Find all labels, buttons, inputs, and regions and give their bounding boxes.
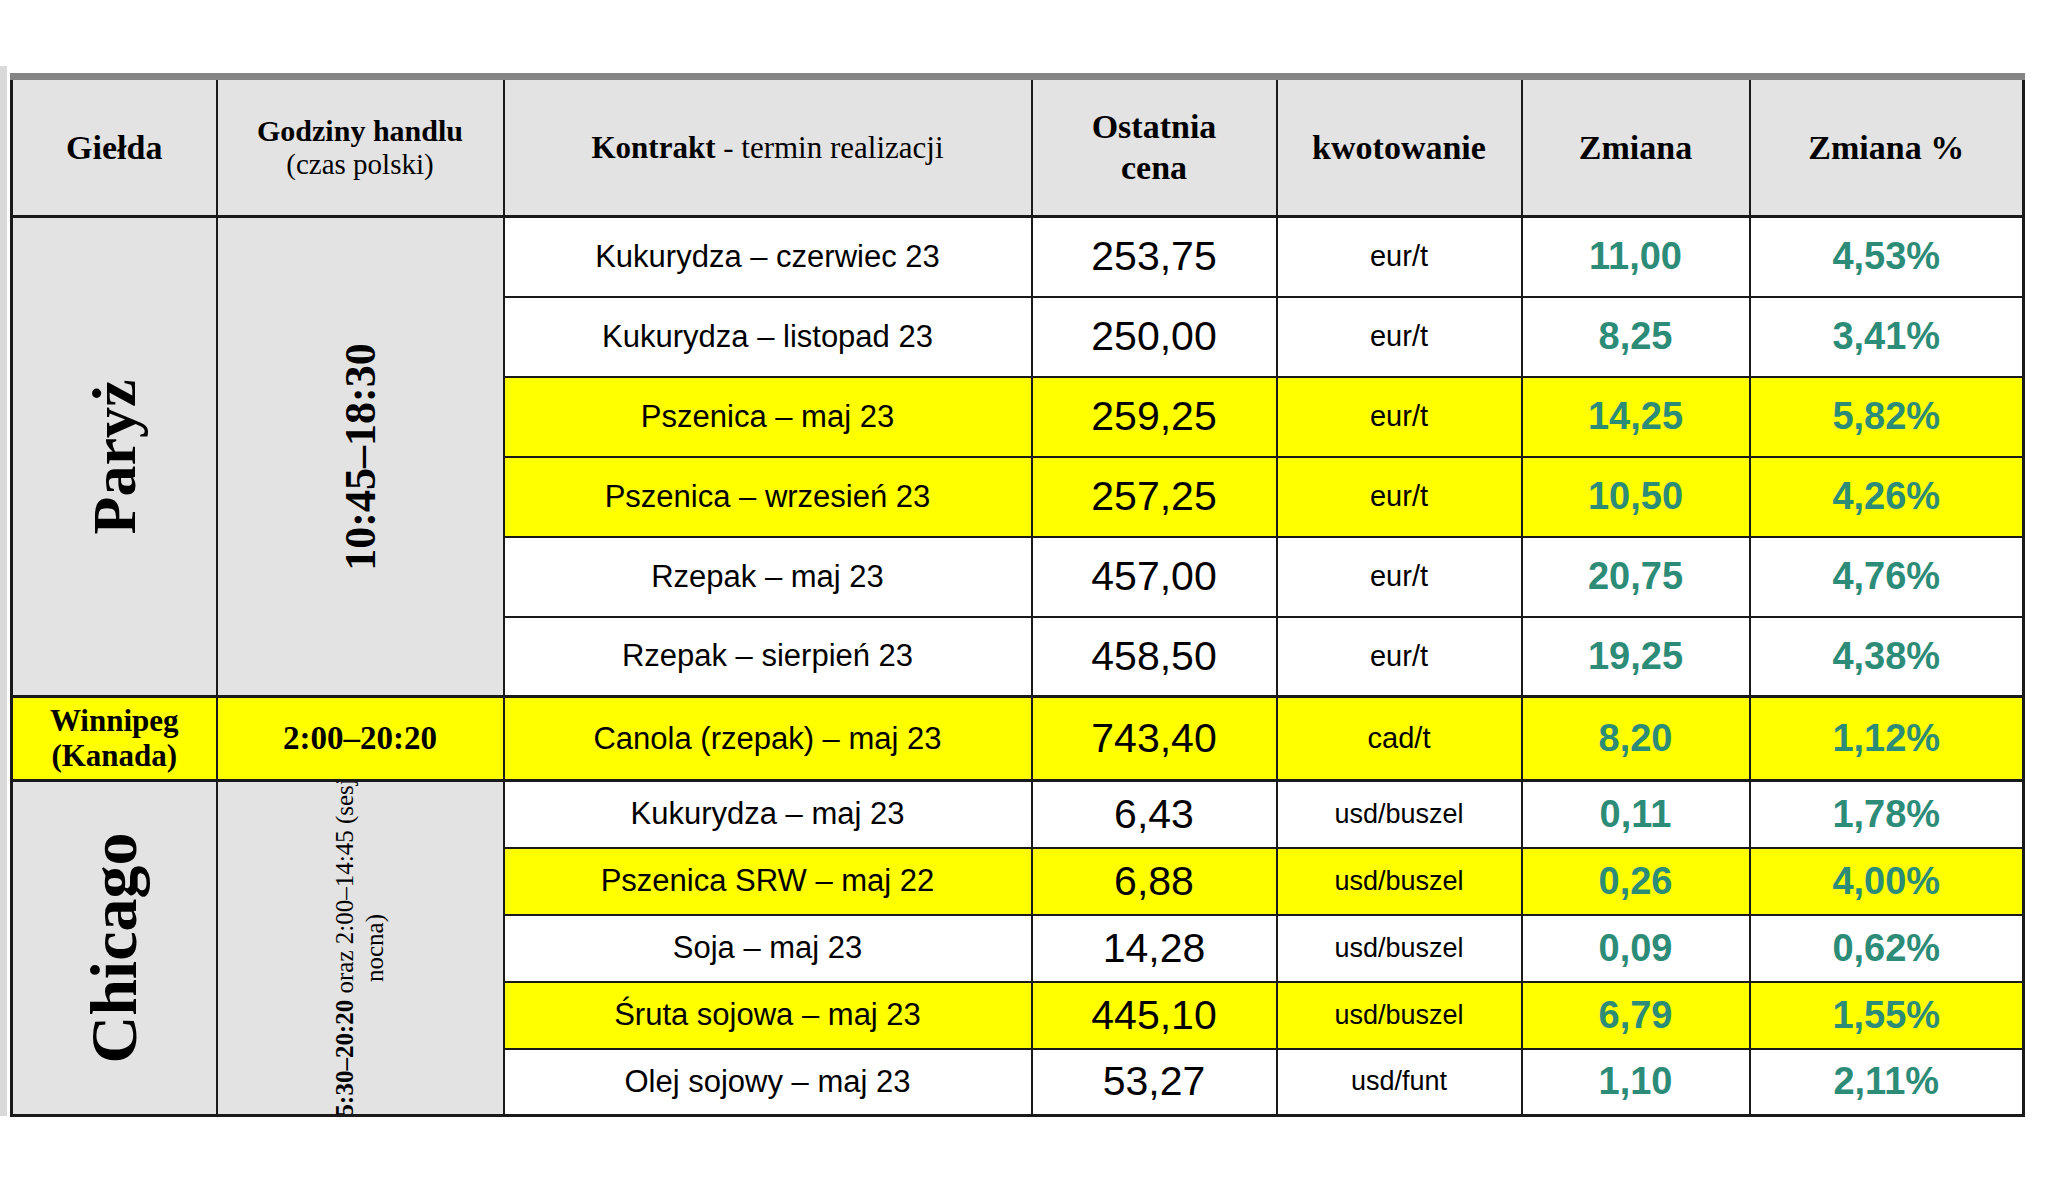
change-pct-cell: 1,55%	[1750, 982, 2024, 1049]
hours-chicago-line3: nocna)	[361, 914, 388, 982]
price-cell: 6,88	[1032, 848, 1277, 915]
change-pct-cell: 4,53%	[1750, 217, 2024, 297]
quote-unit-cell: usd/buszel	[1277, 982, 1522, 1049]
change-cell: 8,25	[1522, 297, 1750, 377]
table-row: Paryż 10:45–18:30 Kukurydza – czerwiec 2…	[12, 217, 2024, 297]
table-row: Winnipeg (Kanada) 2:00–20:20 Canola (rze…	[12, 697, 2024, 781]
change-pct-cell: 4,00%	[1750, 848, 2024, 915]
header-godziny-line2: (czas polski)	[218, 148, 503, 181]
quote-unit-cell: usd/funt	[1277, 1049, 1522, 1116]
hours-cell-chicago: 15:30–20:20 oraz 2:00–14:45 (sesja nocna…	[217, 781, 504, 1116]
change-pct-cell: 0,62%	[1750, 915, 2024, 982]
quote-unit-cell: eur/t	[1277, 297, 1522, 377]
change-pct-cell: 2,11%	[1750, 1049, 2024, 1116]
price-cell: 250,00	[1032, 297, 1277, 377]
contract-cell: Olej sojowy – maj 23	[504, 1049, 1032, 1116]
table-row: Chicago 15:30–20:20 oraz 2:00–14:45 (ses…	[12, 781, 2024, 848]
contract-cell: Canola (rzepak) – maj 23	[504, 697, 1032, 781]
price-cell: 257,25	[1032, 457, 1277, 537]
hours-chicago-bold: 15:30–20:20	[331, 1000, 358, 1116]
quote-unit-cell: cad/t	[1277, 697, 1522, 781]
price-cell: 253,75	[1032, 217, 1277, 297]
hours-chicago-line2: 2:00–14:45 (sesja	[331, 781, 358, 945]
header-zmiana-pct: Zmiana %	[1750, 77, 2024, 217]
quote-unit-cell: usd/buszel	[1277, 915, 1522, 982]
change-cell: 8,20	[1522, 697, 1750, 781]
left-edge-strip	[0, 66, 7, 1116]
quote-unit-cell: eur/t	[1277, 217, 1522, 297]
change-pct-cell: 1,12%	[1750, 697, 2024, 781]
contract-cell: Kukurydza – czerwiec 23	[504, 217, 1032, 297]
change-pct-cell: 1,78%	[1750, 781, 2024, 848]
change-cell: 0,26	[1522, 848, 1750, 915]
quote-unit-cell: usd/buszel	[1277, 848, 1522, 915]
contract-cell: Pszenica – maj 23	[504, 377, 1032, 457]
header-kwotowanie: kwotowanie	[1277, 77, 1522, 217]
exchange-label-chicago: Chicago	[76, 833, 152, 1064]
contract-cell: Kukurydza – listopad 23	[504, 297, 1032, 377]
exchange-cell-chicago: Chicago	[12, 781, 217, 1116]
change-cell: 10,50	[1522, 457, 1750, 537]
quote-unit-cell: eur/t	[1277, 457, 1522, 537]
change-cell: 1,10	[1522, 1049, 1750, 1116]
change-pct-cell: 3,41%	[1750, 297, 2024, 377]
commodity-quotes-table: Giełda Godziny handlu (czas polski) Kont…	[10, 73, 2025, 1117]
change-cell: 6,79	[1522, 982, 1750, 1049]
price-cell: 445,10	[1032, 982, 1277, 1049]
price-cell: 6,43	[1032, 781, 1277, 848]
header-gielda: Giełda	[12, 77, 217, 217]
header-godziny-handlu: Godziny handlu (czas polski)	[217, 77, 504, 217]
contract-cell: Pszenica SRW – maj 22	[504, 848, 1032, 915]
contract-cell: Rzepak – maj 23	[504, 537, 1032, 617]
change-cell: 20,75	[1522, 537, 1750, 617]
price-cell: 14,28	[1032, 915, 1277, 982]
price-cell: 743,40	[1032, 697, 1277, 781]
quote-unit-cell: usd/buszel	[1277, 781, 1522, 848]
contract-cell: Rzepak – sierpień 23	[504, 617, 1032, 697]
hours-cell-paryz: 10:45–18:30	[217, 217, 504, 697]
exchange-label-winnipeg: Winnipeg	[50, 703, 179, 738]
quote-unit-cell: eur/t	[1277, 537, 1522, 617]
hours-chicago-oraz: oraz	[331, 950, 358, 999]
exchange-cell-winnipeg: Winnipeg (Kanada)	[12, 697, 217, 781]
price-cell: 259,25	[1032, 377, 1277, 457]
header-kontrakt: Kontrakt - termin realizacji	[504, 77, 1032, 217]
price-cell: 458,50	[1032, 617, 1277, 697]
contract-cell: Pszenica – wrzesień 23	[504, 457, 1032, 537]
contract-cell: Soja – maj 23	[504, 915, 1032, 982]
header-ostatnia-cena: Ostatnia cena	[1032, 77, 1277, 217]
quote-unit-cell: eur/t	[1277, 617, 1522, 697]
change-cell: 14,25	[1522, 377, 1750, 457]
change-pct-cell: 4,38%	[1750, 617, 2024, 697]
price-cell: 457,00	[1032, 537, 1277, 617]
header-kontrakt-rest: - termin realizacji	[715, 130, 943, 165]
header-row: Giełda Godziny handlu (czas polski) Kont…	[12, 77, 2024, 217]
change-pct-cell: 5,82%	[1750, 377, 2024, 457]
change-cell: 0,11	[1522, 781, 1750, 848]
change-cell: 11,00	[1522, 217, 1750, 297]
hours-cell-winnipeg: 2:00–20:20	[217, 697, 504, 781]
page: Giełda Godziny handlu (czas polski) Kont…	[0, 0, 2048, 1198]
change-cell: 0,09	[1522, 915, 1750, 982]
hours-label-chicago: 15:30–20:20 oraz 2:00–14:45 (sesja nocna…	[330, 781, 390, 1116]
exchange-note-winnipeg: (Kanada)	[13, 739, 216, 774]
header-godziny-line1: Godziny handlu	[218, 114, 503, 149]
contract-cell: Kukurydza – maj 23	[504, 781, 1032, 848]
price-cell: 53,27	[1032, 1049, 1277, 1116]
contract-cell: Śruta sojowa – maj 23	[504, 982, 1032, 1049]
change-pct-cell: 4,26%	[1750, 457, 2024, 537]
header-kontrakt-bold: Kontrakt	[591, 130, 715, 165]
exchange-label-paryz: Paryż	[79, 379, 150, 534]
hours-label-paryz: 10:45–18:30	[335, 343, 386, 570]
change-cell: 19,25	[1522, 617, 1750, 697]
quote-unit-cell: eur/t	[1277, 377, 1522, 457]
exchange-cell-paryz: Paryż	[12, 217, 217, 697]
header-zmiana: Zmiana	[1522, 77, 1750, 217]
change-pct-cell: 4,76%	[1750, 537, 2024, 617]
